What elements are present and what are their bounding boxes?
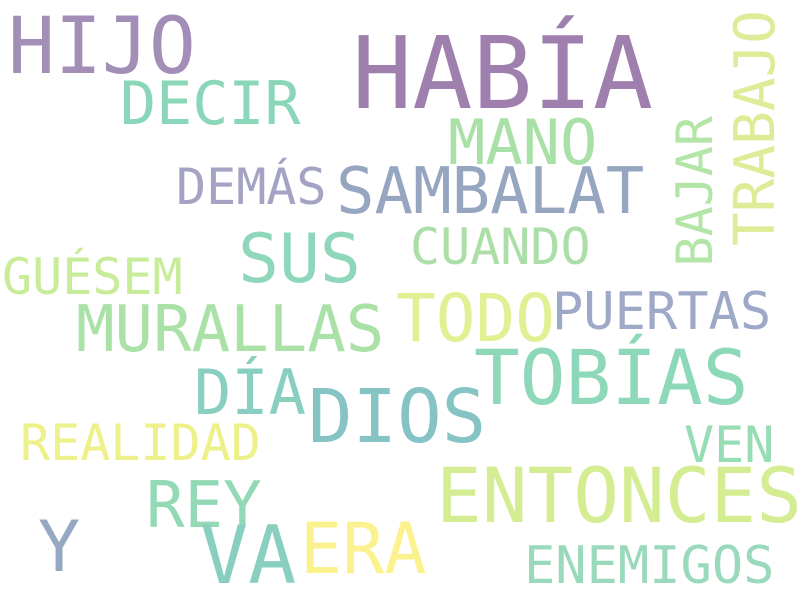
word-demas: DEMÁS (176, 158, 327, 216)
word-va: VA (200, 509, 297, 600)
word-ven: VEN (684, 416, 775, 474)
word-y: Y (38, 506, 81, 588)
word-rey: REY (146, 469, 262, 543)
word-enemigos: ENEMIGOS (524, 536, 775, 596)
word-sambalat: SAMBALAT (336, 155, 645, 229)
word-mano: MANO (448, 106, 598, 179)
word-dios: DIOS (308, 374, 487, 460)
word-era: ERA (300, 508, 427, 590)
word-trabajo: TRABAJO (723, 10, 788, 247)
word-hijo: HIJO (8, 2, 196, 92)
word-realidad: REALIDAD (20, 414, 261, 472)
word-guesem: GUÉSEM (2, 248, 183, 306)
word-dia: DÍA (194, 356, 306, 429)
word-entonces: ENTONCES (436, 451, 800, 540)
word-puertas: PUERTAS (552, 282, 772, 342)
word-cuando: CUANDO (410, 218, 591, 276)
word-tobias: TOBÍAS (474, 333, 749, 422)
word-sus: SUS (238, 220, 361, 299)
word-decir: DECIR (120, 69, 301, 139)
word-habia: HABÍA (352, 15, 654, 132)
word-todo: TODO (396, 280, 555, 357)
word-murallas: MURALLAS (76, 293, 385, 367)
word-bajar: BAJAR (666, 116, 724, 267)
